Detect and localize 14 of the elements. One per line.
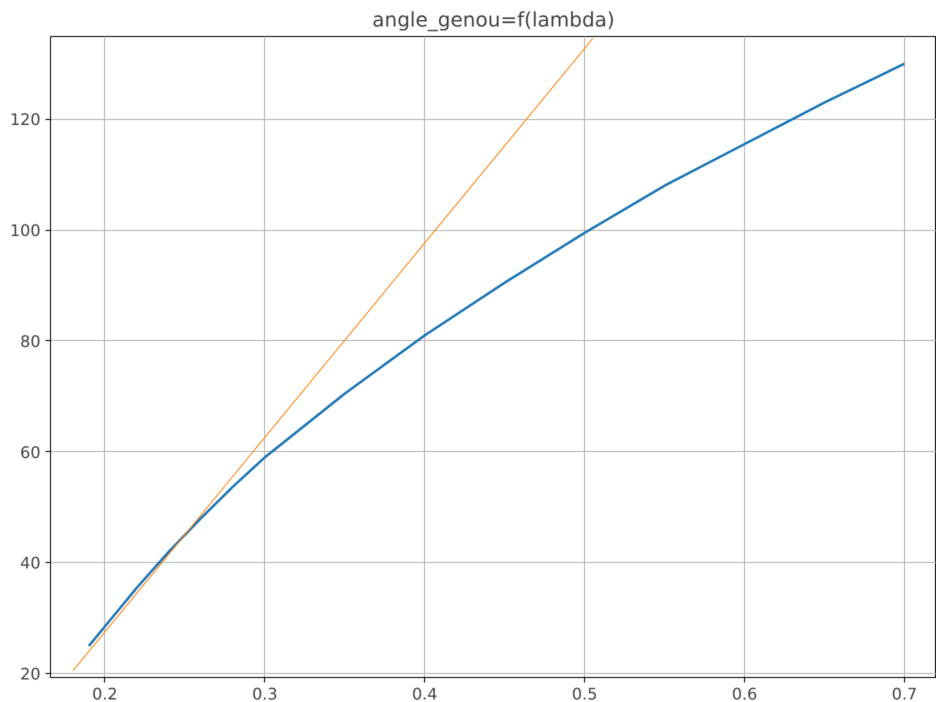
- x-tick-label: 0.7: [892, 684, 918, 702]
- x-tick-label: 0.2: [92, 684, 118, 702]
- x-tick-label: 0.3: [252, 684, 278, 702]
- y-tick-label: 20: [20, 664, 40, 684]
- x-tick-label: 0.4: [412, 684, 438, 702]
- y-tick-label: 80: [20, 332, 40, 351]
- x-tick-label: 0.5: [572, 684, 598, 702]
- y-tick-label: 40: [20, 554, 40, 573]
- line-series: [88, 62, 906, 648]
- x-tick-label: 0.6: [732, 684, 758, 702]
- y-tick-label: 60: [20, 442, 40, 462]
- y-tick-label: 100: [10, 221, 41, 240]
- y-tick-label: 120: [10, 110, 41, 130]
- chart-title: angle_genou=f(lambda): [372, 8, 615, 32]
